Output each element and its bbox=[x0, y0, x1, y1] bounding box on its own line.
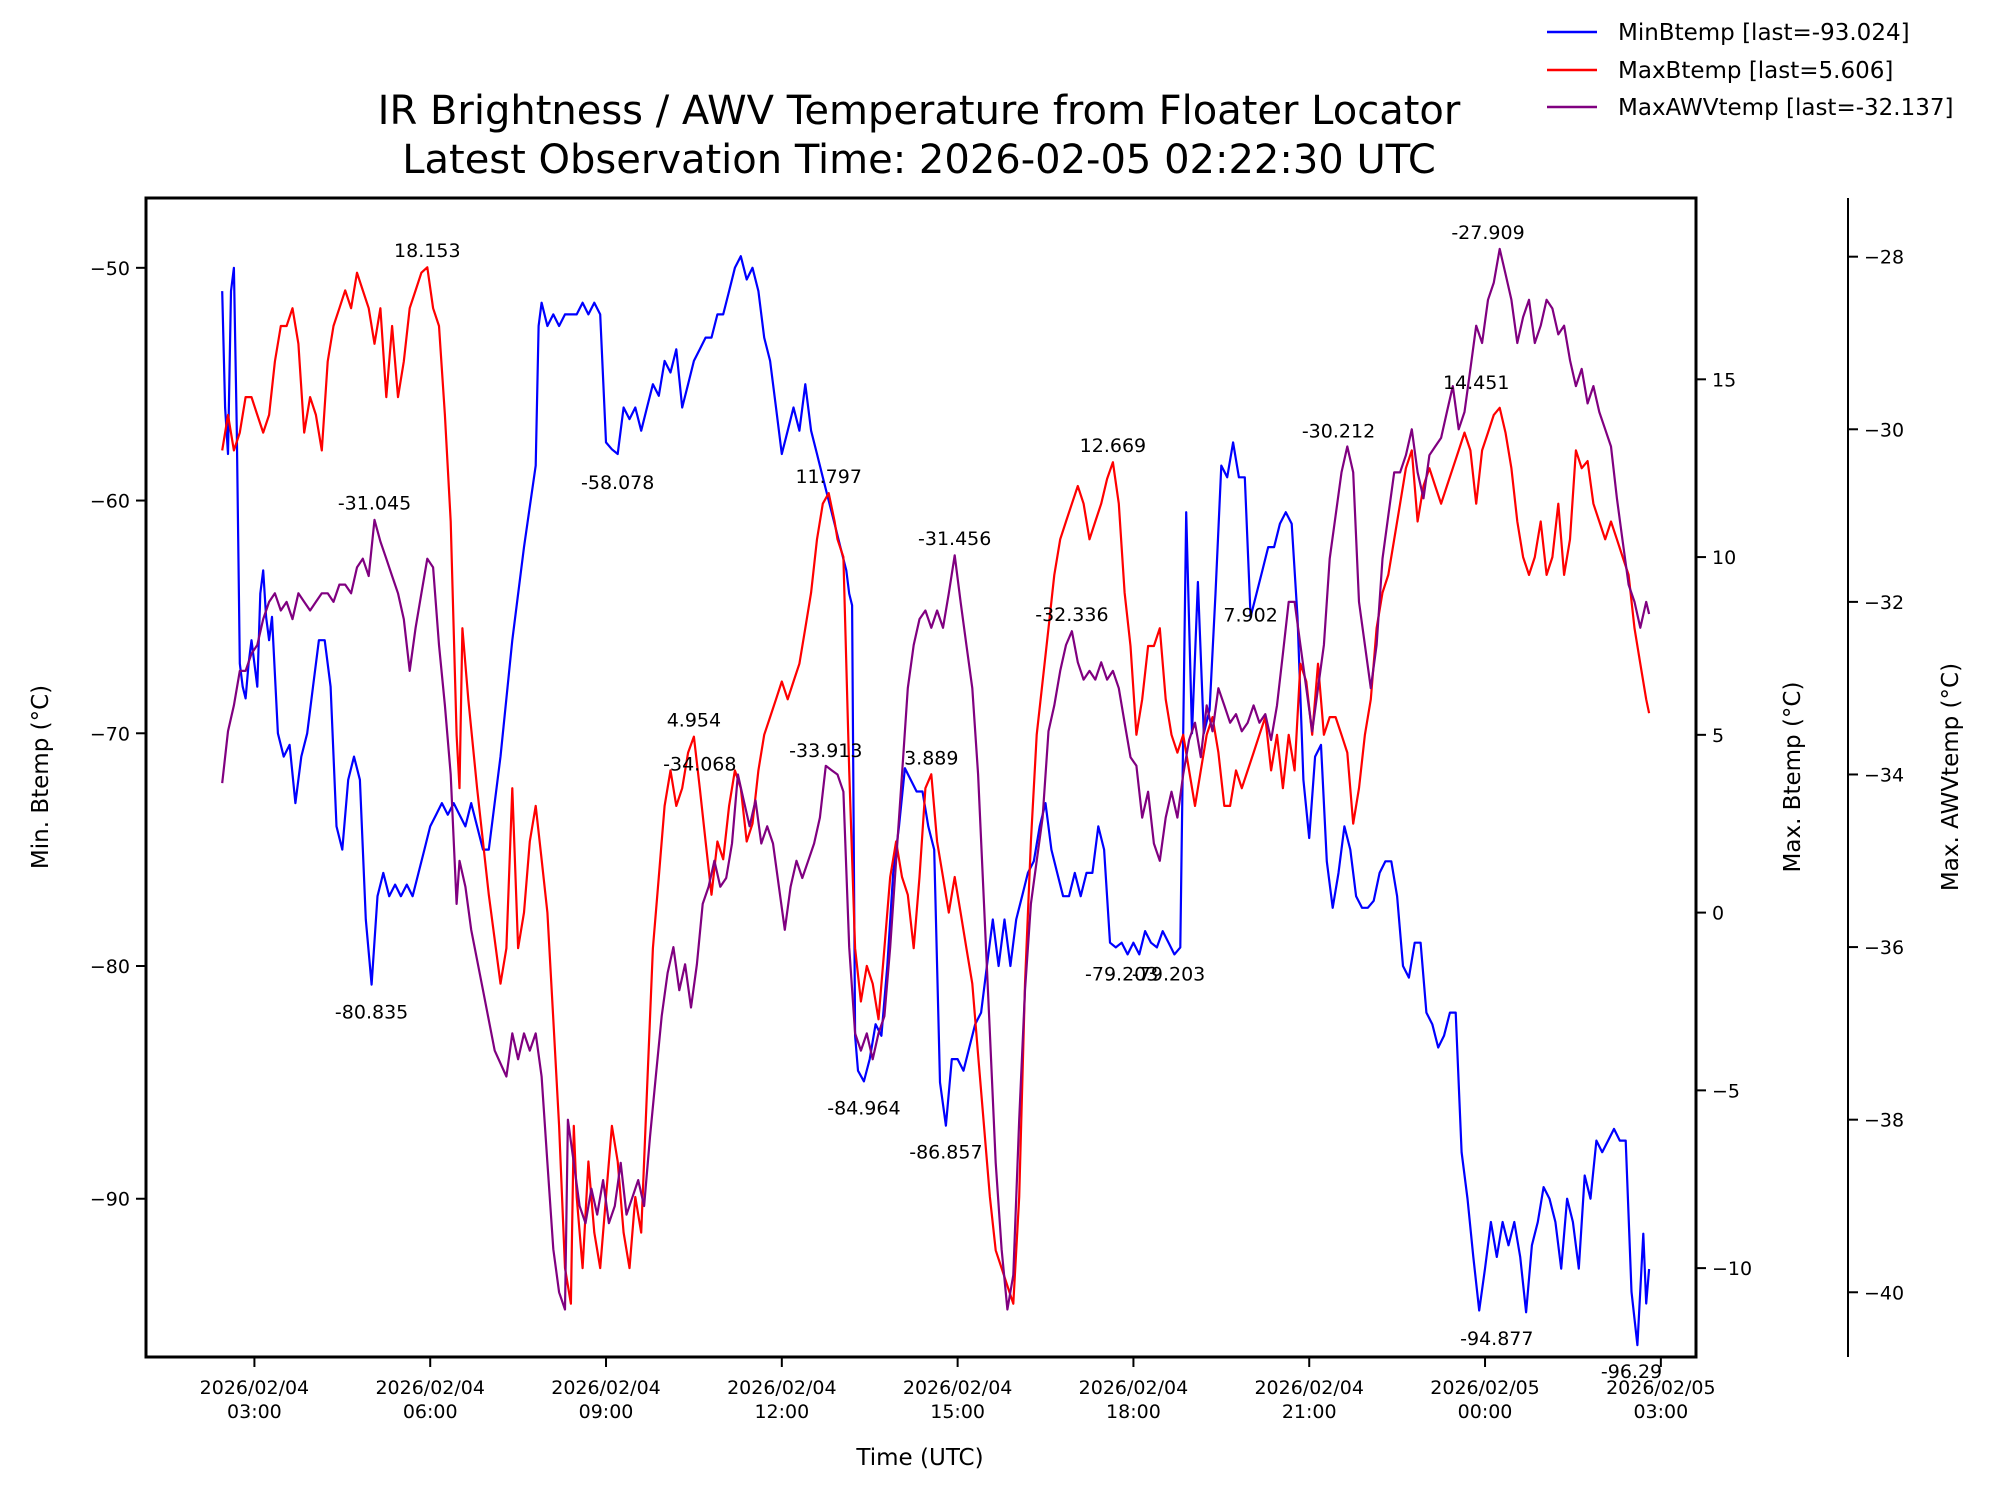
x-tick-label-time: 00:00 bbox=[1458, 1401, 1513, 1423]
right2-axis-label: Max. AWVtemp (°C) bbox=[1938, 663, 1964, 891]
annotation-label: -31.456 bbox=[918, 528, 991, 550]
right1-axis-tick-label: 0 bbox=[1712, 903, 1724, 925]
annotation-label: 11.797 bbox=[795, 466, 861, 488]
right2-axis-tick-label: −38 bbox=[1864, 1110, 1904, 1132]
annotation-label: -34.068 bbox=[663, 753, 736, 775]
annotation-label: -32.336 bbox=[1035, 604, 1108, 626]
annotation-label: -31.045 bbox=[338, 493, 411, 515]
right1-axis-label: Max. Btemp (°C) bbox=[1780, 682, 1806, 873]
annotation-label: 12.669 bbox=[1080, 435, 1146, 457]
annotation-label: 18.153 bbox=[394, 240, 460, 262]
right2-axis-tick-label: −36 bbox=[1864, 937, 1904, 959]
x-tick-label-time: 18:00 bbox=[1106, 1401, 1161, 1423]
annotation-label: 4.954 bbox=[667, 710, 721, 732]
left-axis-label: Min. Btemp (°C) bbox=[28, 685, 54, 869]
right2-axis-tick-label: −28 bbox=[1864, 247, 1904, 269]
left-axis-tick-label: −90 bbox=[90, 1189, 130, 1211]
x-tick-label-date: 2026/02/05 bbox=[1606, 1377, 1716, 1399]
annotation-label: 3.889 bbox=[904, 747, 958, 769]
x-tick-label-date: 2026/02/04 bbox=[727, 1377, 837, 1399]
x-tick-label-time: 06:00 bbox=[403, 1401, 458, 1423]
annotation-label: -94.877 bbox=[1460, 1328, 1533, 1350]
series-line-maxbtemp bbox=[221, 266, 1651, 1305]
x-tick-label-date: 2026/02/04 bbox=[1079, 1377, 1189, 1399]
annotation-label: -79.203 bbox=[1132, 964, 1205, 986]
x-axis-ticks: 2026/02/0403:002026/02/0406:002026/02/04… bbox=[200, 1357, 1716, 1423]
x-tick-label-time: 12:00 bbox=[754, 1401, 809, 1423]
x-tick-label-time: 15:00 bbox=[930, 1401, 985, 1423]
annotation-label: -80.835 bbox=[335, 1001, 408, 1023]
series-line-maxawvtemp bbox=[221, 247, 1651, 1311]
right1-axis-tick-label: −5 bbox=[1712, 1080, 1740, 1102]
annotation-label: -33.913 bbox=[789, 740, 862, 762]
left-axis-tick-label: −70 bbox=[90, 723, 130, 745]
right1-axis-ticks: 15 10 5 0 −5 −10 bbox=[1696, 369, 1752, 1280]
left-axis-ticks: −50 −60 −70 −80 −90 bbox=[90, 258, 146, 1211]
x-tick-label-date: 2026/02/04 bbox=[551, 1377, 661, 1399]
x-tick-label-time: 21:00 bbox=[1282, 1401, 1337, 1423]
annotation-label: -84.964 bbox=[827, 1098, 900, 1120]
x-axis-label: Time (UTC) bbox=[855, 1445, 983, 1471]
right2-axis-tick-label: −34 bbox=[1864, 764, 1904, 786]
x-tick-label-date: 2026/02/04 bbox=[375, 1377, 485, 1399]
right1-axis-tick-label: 5 bbox=[1712, 725, 1724, 747]
annotation-label: -86.857 bbox=[909, 1142, 982, 1164]
legend-label-maxawvtemp: MaxAWVtemp [last=-32.137] bbox=[1618, 95, 1953, 121]
legend-label-minbtemp: MinBtemp [last=-93.024] bbox=[1618, 20, 1910, 46]
annotation-label: -27.909 bbox=[1451, 222, 1524, 244]
right2-axis-ticks: −28 −30 −32 −34 −36 −38 −40 bbox=[1848, 247, 1904, 1304]
annotation-label: 7.902 bbox=[1223, 605, 1277, 627]
series-line-minbtemp bbox=[221, 255, 1651, 1347]
x-tick-label-time: 03:00 bbox=[1633, 1401, 1688, 1423]
right2-axis-tick-label: −30 bbox=[1864, 419, 1904, 441]
x-tick-label-date: 2026/02/04 bbox=[200, 1377, 310, 1399]
chart-title-line2: Latest Observation Time: 2026-02-05 02:2… bbox=[402, 137, 1436, 183]
left-axis-tick-label: −50 bbox=[90, 258, 130, 280]
right2-axis-tick-label: −40 bbox=[1864, 1282, 1904, 1304]
plot-frame bbox=[144, 196, 1698, 1359]
annotation-label: -96.29 bbox=[1601, 1361, 1662, 1383]
x-tick-label-time: 09:00 bbox=[579, 1401, 634, 1423]
annotation-label: -58.078 bbox=[581, 472, 654, 494]
x-tick-label-time: 03:00 bbox=[227, 1401, 282, 1423]
chart-title-line1: IR Brightness / AWV Temperature from Flo… bbox=[378, 88, 1461, 134]
x-tick-label-date: 2026/02/05 bbox=[1430, 1377, 1540, 1399]
left-axis-tick-label: −60 bbox=[90, 491, 130, 513]
annotation-label: -30.212 bbox=[1302, 421, 1375, 443]
x-tick-label-date: 2026/02/04 bbox=[1254, 1377, 1364, 1399]
legend-label-maxbtemp: MaxBtemp [last=5.606] bbox=[1618, 58, 1893, 84]
annotation-label: -79.203 bbox=[1085, 964, 1158, 986]
data-annotations: 18.153 -31.045 -58.078 -80.835 11.797 4.954 -3… bbox=[335, 222, 1662, 1383]
annotation-label: 14.451 bbox=[1443, 372, 1509, 394]
right1-axis-tick-label: 15 bbox=[1712, 369, 1736, 391]
x-tick-label-date: 2026/02/04 bbox=[903, 1377, 1013, 1399]
right1-axis-tick-label: −10 bbox=[1712, 1258, 1752, 1280]
legend: MinBtemp [last=-93.024] MaxBtemp [last=5… bbox=[1547, 20, 1953, 121]
right2-axis-tick-label: −32 bbox=[1864, 592, 1904, 614]
plot-lines bbox=[221, 247, 1651, 1347]
left-axis-tick-label: −80 bbox=[90, 956, 130, 978]
right1-axis-tick-label: 10 bbox=[1712, 547, 1736, 569]
